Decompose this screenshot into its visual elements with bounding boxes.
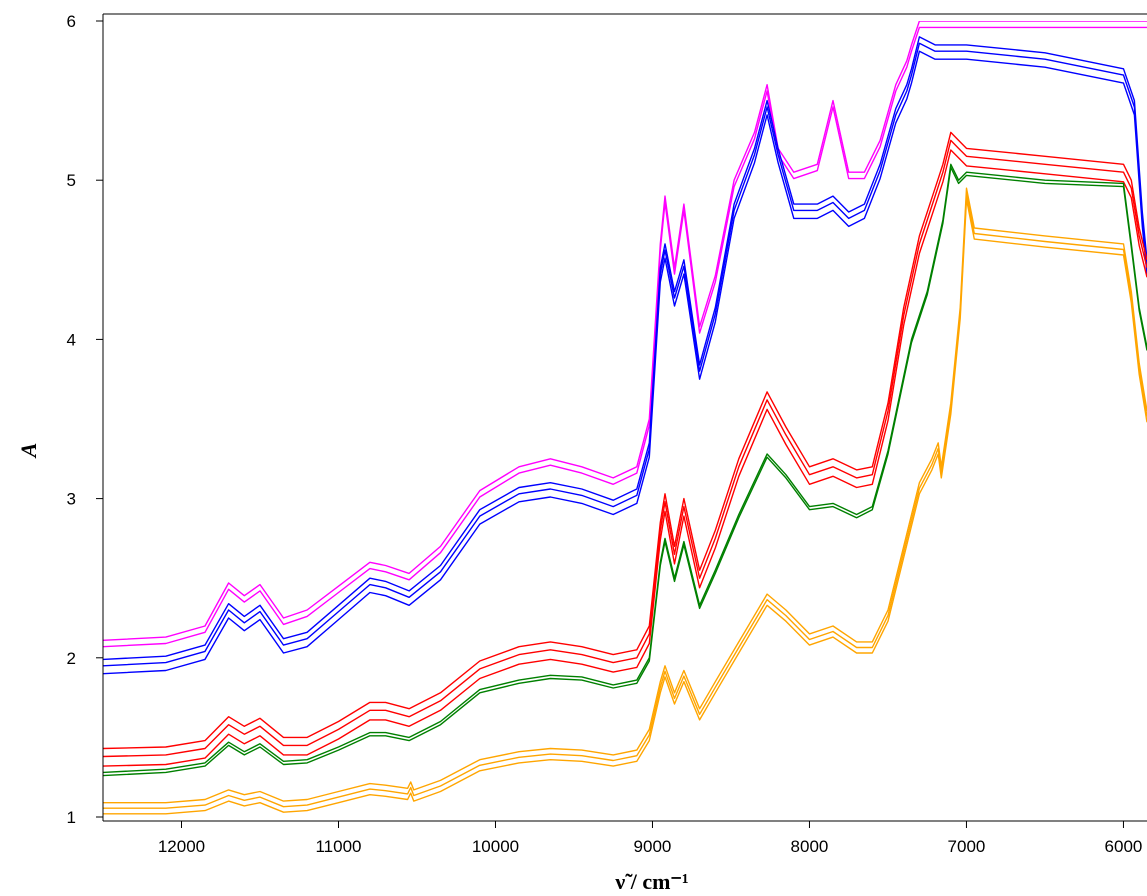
y-axis-ticks: 1 2 3 4 5 6: [67, 12, 103, 827]
x-axis-ticks: 12000 11000 10000 9000 8000 7000 6000: [158, 821, 1143, 856]
x-tick-label: 9000: [634, 837, 672, 856]
series-line: [103, 42, 1147, 667]
series-line: [103, 193, 1147, 809]
x-tick-label: 12000: [158, 837, 205, 856]
x-axis-label: ν̃ / cm⁻¹: [614, 869, 688, 894]
series-line: [103, 187, 1147, 804]
series-line: [103, 36, 1147, 661]
axes-layer: [102, 13, 1147, 822]
y-tick-label: 5: [67, 171, 76, 190]
x-tick-label: 6000: [1105, 837, 1143, 856]
series-line: [103, 149, 1147, 767]
x-tick-label: 7000: [948, 837, 986, 856]
y-tick-label: 3: [67, 490, 76, 509]
series-line: [103, 26, 1147, 648]
series-layer: [103, 21, 1147, 815]
series-line: [103, 21, 1147, 641]
x-tick-label: 10000: [472, 837, 519, 856]
series-line: [103, 139, 1147, 758]
x-tick-label: 11000: [315, 837, 361, 856]
y-tick-label: 6: [67, 12, 76, 31]
x-tick-label: 8000: [791, 837, 829, 856]
series-line: [103, 198, 1147, 815]
y-tick-label: 4: [67, 330, 76, 349]
y-tick-label: 2: [67, 649, 76, 668]
series-line: [103, 163, 1147, 774]
y-tick-label: 1: [67, 808, 76, 827]
series-line: [103, 131, 1147, 750]
series-line: [103, 50, 1147, 675]
series-line: [103, 166, 1147, 777]
y-axis-label: A: [16, 443, 41, 460]
